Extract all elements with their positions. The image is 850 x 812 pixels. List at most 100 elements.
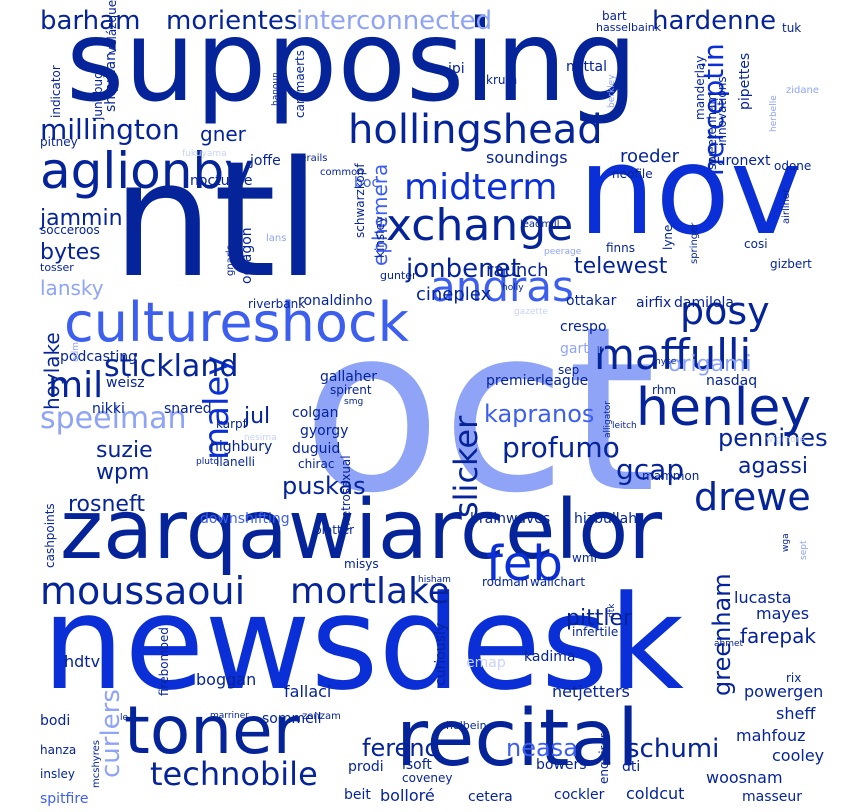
word-rix: rix <box>786 671 802 685</box>
word-spirent: spirent <box>330 383 372 397</box>
word-sep: sep <box>558 363 580 377</box>
word-ipi: ipi <box>448 61 465 77</box>
word-slicker: slicker <box>447 415 485 518</box>
word-posy: posy <box>680 289 770 333</box>
word-mortlake: mortlake <box>290 571 450 612</box>
word-zarqawiarcelor: zarqawiarcelor <box>60 483 663 578</box>
word-moussaoui: moussaoui <box>40 569 246 613</box>
word-downshifting: downshifting <box>200 511 290 527</box>
word-bowers: bowers <box>536 757 587 773</box>
word-bodi: bodi <box>40 713 71 729</box>
word-ferenc: ferenc <box>362 734 438 762</box>
word-riverbank: riverbank <box>248 297 306 311</box>
word-newsdesk: newsdesk <box>42 567 684 719</box>
word-hardenne: hardenne <box>652 6 777 36</box>
word-telewest: telewest <box>574 254 668 279</box>
word-krum: krum <box>486 73 518 87</box>
word-zidane: zidane <box>786 85 819 96</box>
word-hanza: hanza <box>40 743 77 757</box>
word-boggan: boggan <box>196 670 257 689</box>
word-derails: derails <box>294 153 328 164</box>
word-lans: lans <box>266 233 287 244</box>
word-leitch: leitch <box>612 421 637 431</box>
word-drewe: drewe <box>694 475 811 519</box>
word-boc: boc <box>354 175 380 191</box>
word-beit: beit <box>344 787 371 803</box>
word-wmf: wmf <box>572 551 598 565</box>
word-hdtv: hdtv <box>64 652 101 671</box>
word-henley: henley <box>636 378 812 438</box>
word-farepak: farepak <box>740 624 816 648</box>
word-mayes: mayes <box>756 604 810 623</box>
word-suzie: suzie <box>96 438 153 463</box>
word-sept: sept <box>799 540 809 560</box>
word-bolloré: bolloré <box>380 786 435 805</box>
word-ntl: ntl <box>112 126 321 313</box>
word-socceroos: socceroos <box>40 223 100 237</box>
word-joffe: joffe <box>250 153 281 169</box>
word-damilola: damilola <box>674 295 734 311</box>
word-prodi: prodi <box>348 759 384 775</box>
word-infertile: infertile <box>572 625 619 639</box>
word-gyorgy: gyorgy <box>300 423 349 439</box>
word-cultureshock: cultureshock <box>64 291 409 354</box>
word-agassi: agassi <box>738 454 808 479</box>
word-cashpoints: cashpoints <box>43 503 57 568</box>
word-myse: myse <box>652 357 677 367</box>
word-gcap: gcap <box>616 453 685 486</box>
word-lyne: lyne <box>661 224 675 250</box>
word-neasa: neasa <box>506 734 578 762</box>
word-garton: garton <box>560 341 607 357</box>
word-dti: dti <box>622 759 641 775</box>
word-innovations: innovations <box>715 76 729 146</box>
word-cosi: cosi <box>744 237 768 251</box>
word-gnarls: gnarls <box>225 245 236 276</box>
word-toner: toner <box>124 692 300 769</box>
word-shipman: shipman <box>103 51 119 112</box>
word-sheff: sheff <box>776 704 816 723</box>
word-weisz: weisz <box>106 375 145 391</box>
word-profumo: profumo <box>502 431 620 464</box>
word-airliner: airliner <box>781 188 792 224</box>
word-kinsley: kinsley <box>373 216 387 258</box>
word-dtk: dtk <box>607 603 617 618</box>
word-enquirer: enquirer <box>597 733 611 784</box>
word-jul: jul <box>244 404 271 429</box>
word-mcshyres: mcshyres <box>91 740 102 788</box>
word-sommeil: sommeil <box>262 711 322 727</box>
word-lansky: lansky <box>40 276 104 300</box>
word-le: le <box>120 713 129 723</box>
word-crespo: crespo <box>560 319 607 335</box>
word-metrosexual: metrosexual <box>339 455 353 530</box>
word-springer: springer <box>689 222 700 264</box>
word-powergen: powergen <box>744 682 824 701</box>
word-nikki: nikki <box>92 401 125 417</box>
word-gizbert: gizbert <box>770 257 812 271</box>
word-pennines: pennines <box>718 424 828 452</box>
word-cineplex: cineplex <box>416 284 492 305</box>
word-midterm: midterm <box>404 167 558 208</box>
word-soundings: soundings <box>486 148 568 167</box>
word-raunch: raunch <box>486 260 549 281</box>
word-adm: adm <box>71 342 81 362</box>
word-hisham: hisham <box>418 575 451 585</box>
word-rodman: rodman <box>482 575 529 589</box>
word-pipettes: pipettes <box>737 52 753 110</box>
word-masseur: masseur <box>742 789 803 805</box>
word-gunter: gunter <box>380 269 417 282</box>
word-zonzam: zonzam <box>302 711 341 722</box>
word-oct: oct <box>302 277 657 543</box>
word-nov: nov <box>578 120 803 262</box>
word-fallaci: fallaci <box>284 682 332 701</box>
word-podcasting: podcasting <box>60 349 138 365</box>
word-andras: andras <box>430 262 574 311</box>
word-rosneft: rosneft <box>68 492 145 517</box>
word-cockler: cockler <box>554 787 605 803</box>
word-greenham: greenham <box>708 573 736 696</box>
word-smg: smg <box>344 397 364 407</box>
word-kapranos: kapranos <box>484 400 595 428</box>
word-cetera: cetera <box>468 789 513 805</box>
word-misys: misys <box>344 557 379 571</box>
word-pitney: pitney <box>40 135 78 149</box>
